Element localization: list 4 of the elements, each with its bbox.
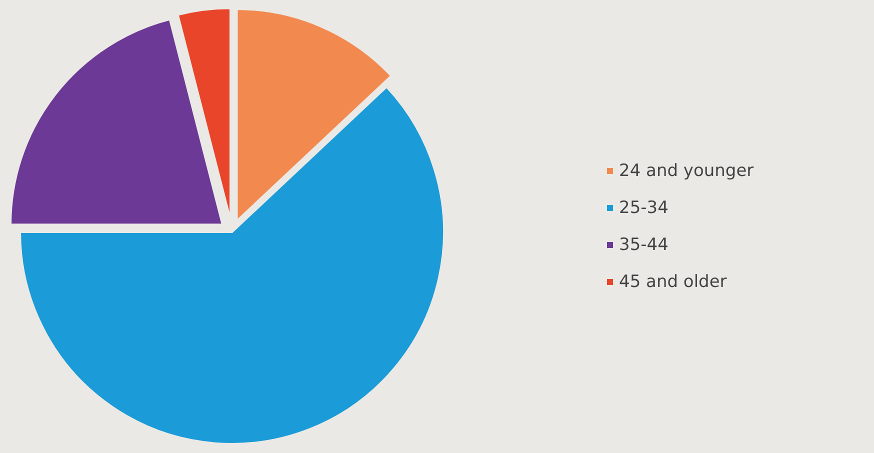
legend-label: 24 and younger: [619, 161, 754, 181]
legend-label: 35-44: [619, 235, 668, 255]
legend-label: 45 and older: [619, 272, 727, 292]
legend-label: 25-34: [619, 198, 668, 218]
